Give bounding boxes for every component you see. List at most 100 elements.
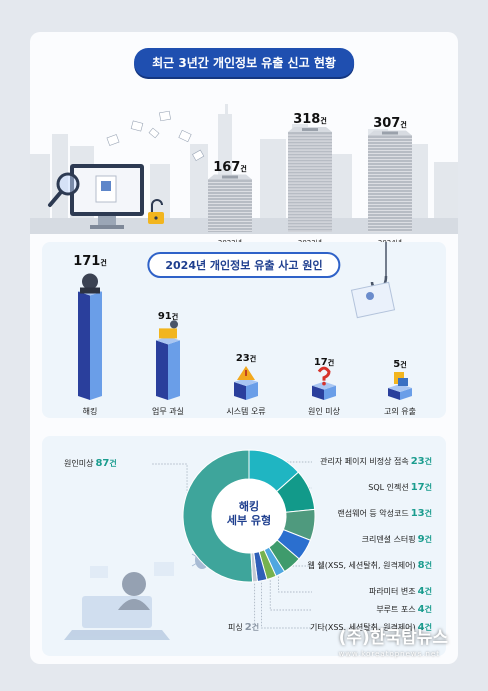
value-number: 167 xyxy=(213,159,241,175)
cause-bar-0 xyxy=(78,287,102,400)
hack-type-label: 관리자 페이지 비정상 접속 xyxy=(320,457,409,466)
hack-type-unit: 건 xyxy=(251,623,260,632)
hack-type-value: 8 xyxy=(417,560,425,571)
hack-type-unit: 건 xyxy=(424,483,432,492)
hand-icon xyxy=(394,372,408,386)
hack-type-3: 랜섬웨어 등 악성코드 13건 xyxy=(337,508,432,519)
cause-bar-4 xyxy=(388,384,412,400)
value-number: 23 xyxy=(235,352,250,364)
year-value-1: 318건 xyxy=(280,108,340,127)
cause-value-3: 17건 xyxy=(294,350,354,369)
hack-type-value: 4 xyxy=(417,604,425,615)
hack-type-unit: 건 xyxy=(424,561,432,570)
value-number: 5 xyxy=(393,359,401,370)
donut-center-label: 해킹 세부 유형 xyxy=(212,500,286,528)
year-value-2: 307건 xyxy=(360,112,420,131)
cause-label-1: 업무 과실 xyxy=(152,407,184,416)
value-number: 307 xyxy=(373,115,401,131)
hacker-icon xyxy=(80,273,100,294)
section3-panel: 해킹 세부 유형 원인미상 87건 관리자 페이지 비정상 접속 23건 SQL 인젝션… xyxy=(42,436,446,656)
cause-label-0: 해킹 xyxy=(82,407,98,416)
fishing-hook-icon xyxy=(350,242,396,319)
hack-type-label: 기타(XSS, 세션탈취, 원격제어) xyxy=(310,623,416,632)
section1-title: 최근 3년간 개인정보 유출 신고 현황 xyxy=(134,48,354,77)
cause-bar-3 xyxy=(312,381,336,400)
year-value-0: 167건 xyxy=(200,156,260,175)
hack-type-unit: 건 xyxy=(424,623,432,632)
cause-label-4: 고의 유출 xyxy=(384,407,416,416)
hack-type-label: 웹 쉘(XSS, 세션탈취, 원격제어) xyxy=(307,561,416,570)
cause-bar-2 xyxy=(234,377,258,400)
cause-value-2: 23건 xyxy=(216,346,276,365)
hack-type-unit: 건 xyxy=(424,509,432,518)
hack-type-unit: 건 xyxy=(424,587,432,596)
hack-type-6: 파라미터 변조 4건 xyxy=(369,586,432,597)
leader-line-0 xyxy=(152,463,188,518)
value-number: 17 xyxy=(313,356,328,368)
hack-type-7: 부루트 포스 4건 xyxy=(376,604,432,615)
value-number: 91 xyxy=(157,311,172,323)
value-unit: 건 xyxy=(100,258,107,267)
value-unit: 건 xyxy=(400,361,407,369)
question-icon xyxy=(317,366,331,386)
leader-line-8 xyxy=(261,576,312,629)
hack-type-2: SQL 인젝션 17건 xyxy=(368,482,432,493)
leader-line-7 xyxy=(269,574,312,611)
hack-type-value: 4 xyxy=(417,586,425,597)
hack-type-label: 랜섬웨어 등 악성코드 xyxy=(337,509,409,518)
donut-center-line1: 해킹 xyxy=(238,500,260,513)
report-stack-2 xyxy=(368,130,412,232)
hack-type-8: 기타(XSS, 세션탈취, 원격제어) 4건 xyxy=(310,622,432,633)
hack-type-label: 피싱 xyxy=(228,623,243,632)
cause-bar-chart xyxy=(78,242,412,400)
hacker-laptop-icon xyxy=(64,562,174,640)
hack-type-unit: 건 xyxy=(424,457,432,466)
hack-type-value: 87 xyxy=(95,458,110,469)
value-unit: 건 xyxy=(171,313,179,322)
hack-type-unit: 건 xyxy=(424,535,432,544)
hack-type-0: 원인미상 87건 xyxy=(64,458,117,469)
hack-type-5: 웹 쉘(XSS, 세션탈취, 원격제어) 8건 xyxy=(307,560,432,571)
report-stack-1 xyxy=(288,127,332,232)
hack-type-4: 크리덴셜 스터핑 9건 xyxy=(362,534,432,545)
report-stacks xyxy=(208,127,412,232)
value-unit: 건 xyxy=(327,358,335,367)
hack-type-label: 부루트 포스 xyxy=(376,605,416,614)
hack-type-value: 4 xyxy=(417,622,425,633)
section2-title: 2024년 개인정보 유출 사고 원인 xyxy=(147,252,341,278)
hack-type-value: 17 xyxy=(410,482,425,493)
value-number: 318 xyxy=(293,112,321,128)
hack-type-value: 23 xyxy=(410,456,425,467)
hack-type-value: 2 xyxy=(244,622,252,633)
hack-type-1: 관리자 페이지 비정상 접속 23건 xyxy=(320,456,432,467)
value-number: 171 xyxy=(73,253,101,269)
report-stack-0 xyxy=(208,174,252,232)
infographic-card: 최근 3년간 개인정보 유출 신고 현황 xyxy=(30,32,458,664)
cause-label-3: 원인 미상 xyxy=(308,407,340,416)
hack-type-label: SQL 인젝션 xyxy=(368,483,409,492)
computer-monitor-icon xyxy=(70,164,144,229)
donut-center-line2: 세부 유형 xyxy=(226,514,272,527)
watermark-url: www.koreatopnews.net xyxy=(338,650,440,658)
leader-line-6 xyxy=(278,570,312,593)
padlock-open-icon xyxy=(148,199,164,224)
value-unit: 건 xyxy=(400,120,407,129)
cause-value-0: 171건 xyxy=(60,250,120,269)
hack-type-unit: 건 xyxy=(424,605,432,614)
worker-icon xyxy=(159,320,178,339)
value-unit: 건 xyxy=(240,164,247,173)
hack-type-label: 원인미상 xyxy=(64,459,94,468)
hack-type-9: 피싱 2건 xyxy=(228,622,259,633)
cause-value-1: 91건 xyxy=(138,304,198,323)
flying-documents-icon xyxy=(106,110,205,162)
watermark-logo: (주)한국탑뉴스 xyxy=(338,628,448,648)
cause-label-2: 시스템 오류 xyxy=(226,407,266,416)
hack-type-value: 13 xyxy=(410,508,425,519)
value-unit: 건 xyxy=(320,117,327,126)
section1-illustration xyxy=(30,104,458,234)
hack-type-label: 파라미터 변조 xyxy=(368,587,416,596)
hack-type-value: 9 xyxy=(417,534,425,545)
warning-icon xyxy=(237,365,255,380)
value-unit: 건 xyxy=(249,354,257,363)
magnifier-icon xyxy=(48,172,80,207)
